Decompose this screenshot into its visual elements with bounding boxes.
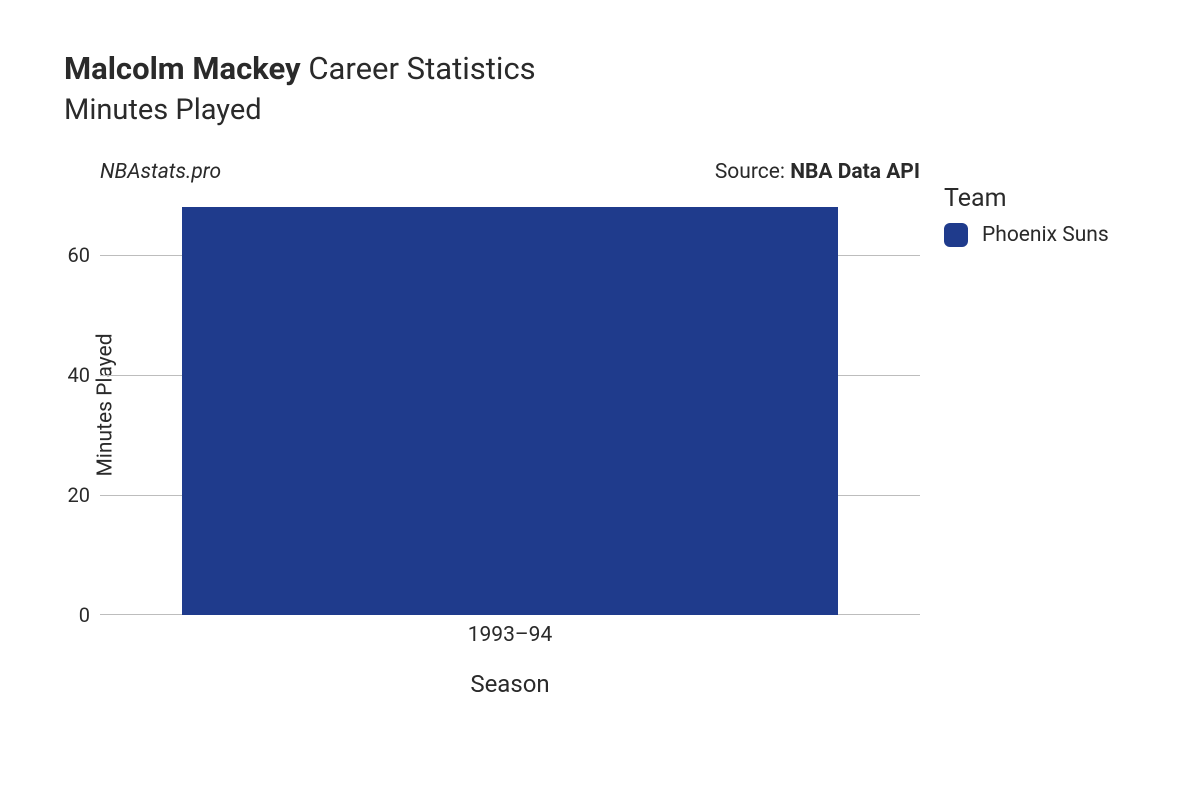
source-prefix: Source: xyxy=(715,160,790,184)
legend-item: Phoenix Suns xyxy=(944,223,1109,247)
legend: Team Phoenix Suns xyxy=(944,184,1109,247)
source-text: Source: NBA Data API xyxy=(715,160,920,184)
chart-plot-area: Minutes Played 02040601993–94 Season xyxy=(100,195,920,615)
source-name: NBA Data API xyxy=(790,160,920,184)
y-tick-label: 20 xyxy=(40,483,90,507)
bar xyxy=(182,207,838,615)
y-tick-label: 40 xyxy=(40,363,90,387)
legend-swatch xyxy=(944,223,968,247)
title-suffix: Career Statistics xyxy=(308,50,535,87)
chart-title-line1: Malcolm Mackey Career Statistics xyxy=(64,50,536,87)
x-tick-label: 1993–94 xyxy=(468,623,553,647)
chart-title-block: Malcolm Mackey Career Statistics Minutes… xyxy=(64,50,536,127)
legend-item-label: Phoenix Suns xyxy=(982,223,1109,247)
legend-title: Team xyxy=(944,184,1109,213)
y-tick-label: 60 xyxy=(40,243,90,267)
attribution-row: NBAstats.pro Source: NBA Data API xyxy=(100,160,920,184)
y-tick-label: 0 xyxy=(40,603,90,627)
plot-surface: 02040601993–94 xyxy=(100,195,920,615)
player-name: Malcolm Mackey xyxy=(64,50,301,87)
chart-subtitle: Minutes Played xyxy=(64,93,536,127)
x-axis-title: Season xyxy=(470,670,549,698)
watermark: NBAstats.pro xyxy=(100,160,221,184)
